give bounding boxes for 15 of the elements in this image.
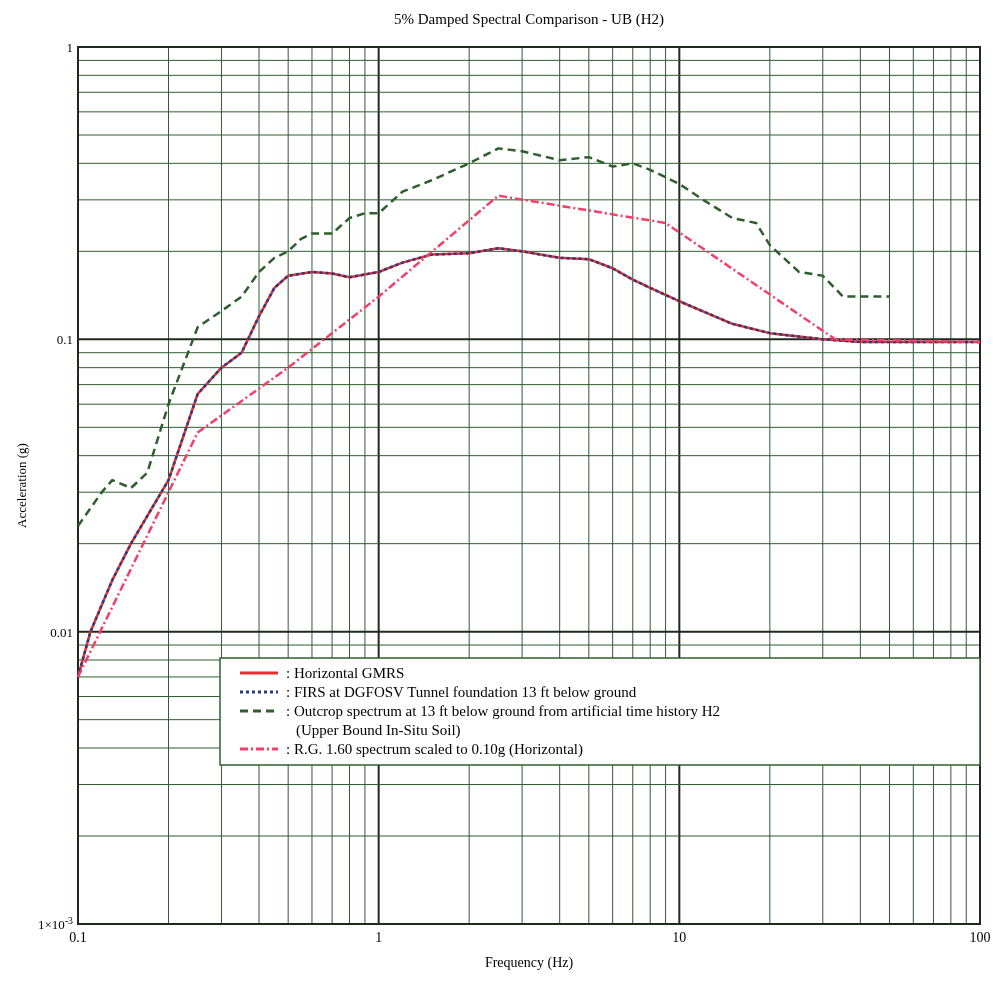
x-axis-title: Frequency (Hz) — [484, 955, 574, 971]
legend-label: : R.G. 1.60 spectrum scaled to 0.10g (Horizontal) — [286, 741, 584, 758]
legend-label: : FIRS at DGFOSV Tunnel foundation 13 ft below ground — [286, 684, 637, 700]
y-axis-title: Acceleration (g) — [14, 443, 29, 528]
y-tick-label: 0.1 — [56, 332, 73, 348]
legend-label: : Horizontal GMRS — [286, 665, 405, 681]
y-tick-label: 0.01 — [50, 624, 73, 640]
y-tick-label: 1×10$^{-3}$ — [38, 914, 74, 932]
x-tick-label: 100 — [969, 930, 991, 945]
legend-label: : Outcrop spectrum at 13 ft below ground from artificial time history H2 (Upper Bound In-Situ Soil) — [286, 703, 721, 739]
y-tick-label: 1 — [66, 40, 73, 55]
x-tick-label: 0.1 — [69, 930, 87, 945]
x-tick-label: 1 — [375, 930, 383, 945]
chart-title: 5% Damped Spectral Comparison - UB (H2) — [394, 11, 664, 28]
x-tick-label: 10 — [672, 930, 687, 945]
